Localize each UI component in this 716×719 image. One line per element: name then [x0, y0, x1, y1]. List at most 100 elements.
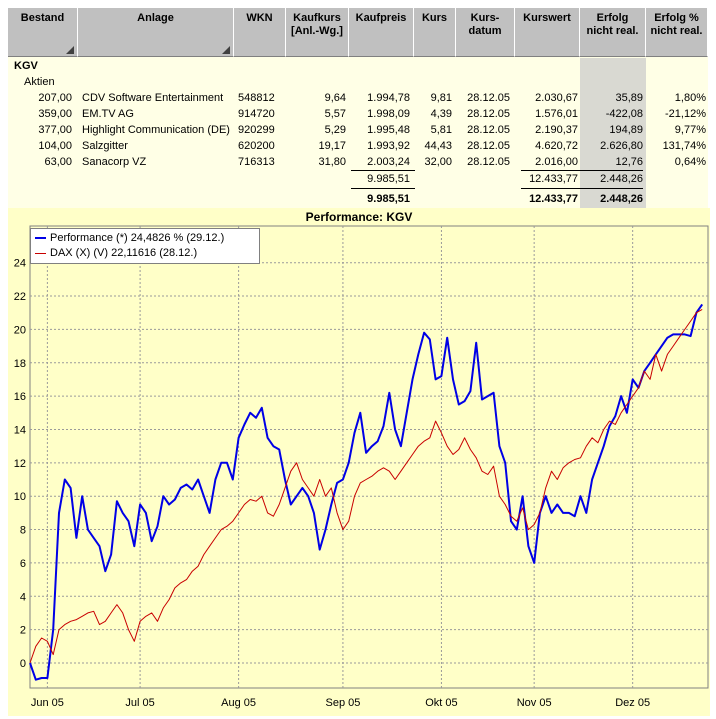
cell-anlage: Sanacorp VZ	[82, 156, 147, 168]
y-tick-label: 22	[14, 291, 26, 303]
cell-anlage: EM.TV AG	[82, 108, 134, 120]
cell-datum: 28.12.05	[467, 92, 510, 104]
y-tick-label: 6	[20, 558, 26, 570]
cell-erfolg: 2.626,80	[600, 140, 643, 152]
header-bestand[interactable]: Bestand	[8, 8, 78, 57]
cell-datum: 28.12.05	[467, 108, 510, 120]
header-erfolg[interactable]: Erfolg nicht real.	[580, 8, 646, 57]
cell-erfolg-pct: 1,80%	[674, 92, 706, 104]
header-anlage-label: Anlage	[137, 12, 174, 24]
group-label: KGV	[14, 60, 38, 72]
cell-anlage: Highlight Communication (DE)	[82, 124, 230, 136]
legend-label-performance: Performance (*) 24,4826 % (29.12.)	[50, 232, 225, 244]
portfolio-table: Bestand Anlage WKN Kaufkurs [Anl.-Wg.] Kaufpr…	[8, 8, 708, 208]
x-tick-label: Jun 05	[31, 697, 64, 709]
header-kurswert[interactable]: Kurswert	[515, 8, 580, 57]
series-line-dax	[29, 308, 703, 664]
header-kaufkurs[interactable]: Kaufkurs [Anl.-Wg.]	[286, 8, 349, 57]
cell-kaufkurs: 9,64	[324, 92, 346, 104]
header-erfolg-pct[interactable]: Erfolg % nicht real.	[646, 8, 708, 57]
header-kaufpreis-label: Kaufpreis	[355, 12, 407, 24]
subtotal-rule	[521, 170, 643, 171]
cell-kurswert: 2.016,00	[535, 156, 578, 168]
table-row[interactable]: 207,00 CDV Software Entertainment 548812 9,…	[8, 90, 708, 106]
table-row[interactable]: 377,00 Highlight Communication (DE) 920299…	[8, 122, 708, 138]
plot-area	[29, 225, 709, 689]
cell-erfolg-pct: 9,77%	[674, 124, 706, 136]
y-tick-label: 20	[14, 324, 26, 336]
cell-kaufpreis: 2.003,24	[367, 156, 410, 168]
cell-kurs: 44,43	[424, 140, 452, 152]
subtotal-row: 9.985,51 12.433,77 2.448,26	[8, 171, 708, 187]
subtotal-kurswert: 12.433,77	[529, 173, 578, 185]
y-tick-label: 0	[20, 658, 26, 670]
cell-kurs: 9,81	[430, 92, 452, 104]
cell-erfolg-pct: 131,74%	[662, 140, 706, 152]
cell-erfolg: -422,08	[605, 108, 643, 120]
cell-wkn: 548812	[238, 92, 275, 104]
cell-kaufpreis: 1.994,78	[367, 92, 410, 104]
y-tick-label: 4	[20, 591, 26, 603]
cell-kaufkurs: 19,17	[318, 140, 346, 152]
header-wkn-label: WKN	[246, 12, 273, 24]
cell-kaufpreis: 1.998,09	[367, 108, 410, 120]
table-row[interactable]: 63,00 Sanacorp VZ 716313 31,80 2.003,24 32,00…	[8, 154, 708, 170]
header-kursdatum[interactable]: Kurs-datum	[456, 8, 515, 57]
header-kaufpreis[interactable]: Kaufpreis	[349, 8, 414, 57]
cell-kurs: 4,39	[430, 108, 452, 120]
cell-wkn: 914720	[238, 108, 275, 120]
cell-wkn: 920299	[238, 124, 275, 136]
cell-kaufkurs: 5,57	[324, 108, 346, 120]
x-tick-label: Jul 05	[125, 697, 154, 709]
header-anlage[interactable]: Anlage	[78, 8, 234, 57]
series-line-performance	[29, 303, 704, 681]
total-rule	[351, 188, 415, 189]
cell-kurswert: 2.030,67	[535, 92, 578, 104]
cell-bestand: 377,00	[38, 124, 72, 136]
subtotal-rule	[351, 170, 415, 171]
cell-datum: 28.12.05	[467, 140, 510, 152]
legend-label-dax: DAX (X) (V) 22,11616 (28.12.)	[50, 247, 198, 259]
legend-item-dax: DAX (X) (V) 22,11616 (28.12.)	[35, 246, 197, 261]
y-tick-label: 8	[20, 525, 26, 537]
header-kurs-label: Kurs	[421, 12, 448, 24]
performance-chart: 0 2 4 6 8 10 12 14 16 18 20 22 24 Jun 05 Jul 05 Aug 05 S…	[8, 208, 710, 716]
legend-swatch-performance	[35, 237, 46, 240]
x-tick-label: Nov 05	[517, 697, 552, 709]
x-tick-label: Sep 05	[325, 697, 360, 709]
header-erfolg-pct-label: Erfolg %	[654, 12, 699, 24]
header-wkn[interactable]: WKN	[234, 8, 286, 57]
cell-kaufpreis: 1.993,92	[367, 140, 410, 152]
subtotal-kaufpreis: 9.985,51	[367, 173, 410, 185]
table-row[interactable]: 359,00 EM.TV AG 914720 5,57 1.998,09 4,39 28.1…	[8, 106, 708, 122]
header-kurs[interactable]: Kurs	[414, 8, 456, 57]
header-erfolg-pct-sublabel: nicht real.	[650, 25, 703, 37]
sort-indicator-icon[interactable]	[66, 46, 74, 54]
y-tick-label: 12	[14, 458, 26, 470]
cell-bestand: 104,00	[38, 140, 72, 152]
legend-item-performance: Performance (*) 24,4826 % (29.12.)	[35, 231, 224, 246]
chart-title: Performance: KGV	[305, 210, 413, 224]
table-row[interactable]: 104,00 Salzgitter 620200 19,17 1.993,92 44,43…	[8, 138, 708, 154]
cell-wkn: 620200	[238, 140, 275, 152]
cell-datum: 28.12.05	[467, 124, 510, 136]
total-kaufpreis: 9.985,51	[367, 193, 410, 205]
cell-kurs: 32,00	[424, 156, 452, 168]
x-tick-label: Aug 05	[221, 697, 256, 709]
cell-anlage: Salzgitter	[82, 140, 128, 152]
cell-bestand: 359,00	[38, 108, 72, 120]
x-tick-label: Dez 05	[615, 697, 650, 709]
sort-indicator-icon[interactable]	[222, 46, 230, 54]
x-tick-label: Okt 05	[425, 697, 457, 709]
cell-anlage: CDV Software Entertainment	[82, 92, 224, 104]
cell-erfolg: 35,89	[615, 92, 643, 104]
total-kurswert: 12.433,77	[529, 193, 578, 205]
cell-datum: 28.12.05	[467, 156, 510, 168]
cell-erfolg: 194,89	[609, 124, 643, 136]
header-kursdatum-label: Kurs-	[470, 12, 500, 24]
cell-kaufkurs: 31,80	[318, 156, 346, 168]
cell-kurswert: 1.576,01	[535, 108, 578, 120]
total-erfolg: 2.448,26	[600, 193, 643, 205]
subgroup-label: Aktien	[24, 76, 55, 88]
cell-kurswert: 4.620,72	[535, 140, 578, 152]
